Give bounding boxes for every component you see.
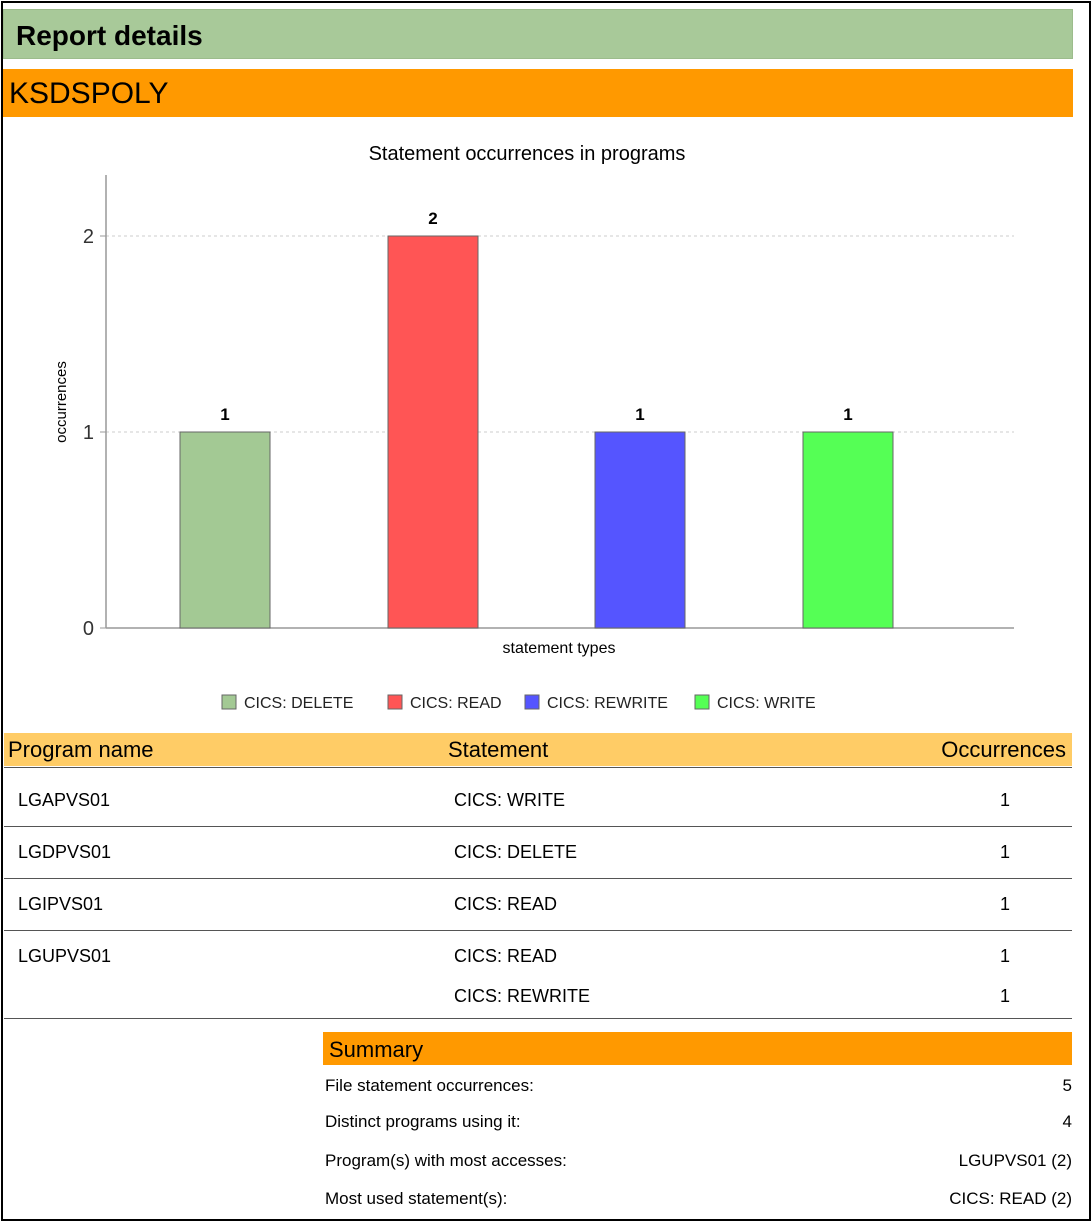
summary-title: Summary	[329, 1037, 424, 1062]
legend-label: CICS: WRITE	[717, 695, 816, 712]
summary-header: Summary	[323, 1032, 1072, 1065]
summary-value: LGUPVS01 (2)	[958, 1151, 1072, 1170]
legend-label: CICS: READ	[410, 695, 502, 712]
program-name: LGUPVS01	[18, 946, 112, 966]
statement: CICS: DELETE	[454, 842, 578, 862]
bar-value-label: 2	[428, 209, 437, 228]
bar	[594, 431, 686, 629]
statement: CICS: REWRITE	[454, 986, 591, 1006]
report-header: Report details	[3, 9, 1073, 59]
table-divider	[4, 767, 1072, 768]
bar	[179, 431, 271, 629]
header-occurrences: Occurrences	[941, 737, 1066, 762]
legend-label: CICS: REWRITE	[547, 695, 668, 712]
table-header: Program name Statement Occurrences	[4, 733, 1072, 766]
page-title: Report details	[16, 20, 203, 51]
row-divider	[4, 826, 1072, 827]
legend-swatch	[387, 694, 403, 710]
statement: CICS: WRITE	[454, 790, 565, 810]
statement: CICS: READ	[454, 894, 558, 914]
summary-label: Distinct programs using it:	[325, 1112, 521, 1131]
chart-title: Statement occurrences in programs	[369, 143, 686, 165]
summary-row: File statement occurrences: 5	[323, 1076, 1072, 1102]
legend-label: CICS: DELETE	[244, 695, 353, 712]
x-axis-label: statement types	[503, 640, 616, 657]
occurrence-count: 1	[999, 946, 1010, 966]
legend-swatch	[524, 694, 540, 710]
y-tick-label: 1	[83, 422, 94, 444]
header-statement: Statement	[448, 737, 549, 762]
row-divider	[4, 878, 1072, 879]
header-program-name: Program name	[8, 737, 154, 762]
summary-label: Most used statement(s):	[325, 1189, 508, 1208]
statement-occurrences-chart: Statement occurrences in programs 0 1 2 1 2…	[53, 143, 1014, 712]
program-name: LGDPVS01	[18, 842, 112, 862]
legend-swatch	[221, 694, 237, 710]
summary-label: Program(s) with most accesses:	[325, 1151, 567, 1170]
y-tick-label: 2	[83, 226, 94, 248]
occurrence-count: 1	[999, 842, 1010, 862]
chart-legend: CICS: DELETE CICS: READ CICS: REWRITE CICS:…	[221, 694, 816, 712]
summary-label: File statement occurrences:	[325, 1076, 534, 1095]
bar	[387, 235, 479, 629]
program-name: LGAPVS01	[18, 790, 111, 810]
row-divider	[4, 930, 1072, 931]
bar-value-label: 1	[220, 405, 229, 424]
legend-swatch	[694, 694, 710, 710]
occurrence-count: 1	[999, 986, 1010, 1006]
program-name: LGIPVS01	[18, 894, 104, 914]
bar	[802, 431, 894, 629]
summary-row: Most used statement(s): CICS: READ (2)	[323, 1189, 1072, 1215]
file-name: KSDSPOLY	[9, 77, 169, 110]
summary-row: Program(s) with most accesses: LGUPVS01 …	[323, 1151, 1072, 1177]
table-bottom-divider	[4, 1018, 1072, 1019]
occurrence-count: 1	[999, 790, 1010, 810]
occurrence-count: 1	[999, 894, 1010, 914]
summary-row: Distinct programs using it: 4	[323, 1112, 1072, 1138]
bar-value-label: 1	[635, 405, 644, 424]
summary-value: CICS: READ (2)	[949, 1189, 1072, 1208]
y-axis-label: occurrences	[53, 361, 70, 443]
y-tick-label: 0	[83, 618, 94, 640]
summary-value: 5	[1062, 1076, 1072, 1095]
statement: CICS: READ	[454, 946, 558, 966]
file-name-bar: KSDSPOLY	[3, 69, 1073, 117]
bar-value-label: 1	[843, 405, 852, 424]
summary-value: 4	[1062, 1112, 1072, 1131]
